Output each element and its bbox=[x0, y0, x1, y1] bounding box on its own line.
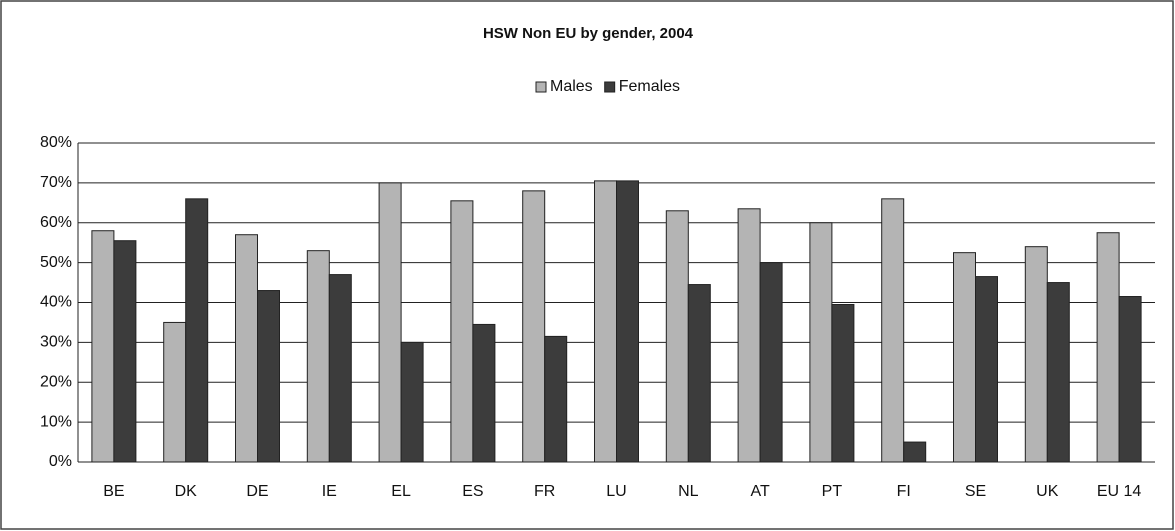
x-tick-label: BE bbox=[103, 483, 124, 500]
y-tick-label: 30% bbox=[40, 334, 72, 351]
bar bbox=[163, 321, 187, 463]
y-tick-label: 20% bbox=[40, 373, 72, 390]
legend-swatch bbox=[535, 81, 547, 93]
x-tick-label: AT bbox=[750, 483, 769, 500]
x-tick-label: LU bbox=[606, 483, 626, 500]
bar bbox=[1046, 282, 1070, 463]
x-tick-label: EU 14 bbox=[1097, 483, 1142, 500]
bar bbox=[257, 290, 280, 463]
bar bbox=[1118, 296, 1142, 463]
bar bbox=[91, 230, 115, 463]
y-tick-label: 50% bbox=[40, 254, 72, 271]
bar bbox=[975, 276, 998, 463]
legend-label: Males bbox=[550, 78, 593, 95]
bar bbox=[737, 208, 761, 463]
bar bbox=[544, 335, 568, 463]
bar bbox=[953, 252, 976, 463]
y-tick-label: 40% bbox=[40, 294, 72, 311]
y-tick-label: 10% bbox=[40, 413, 72, 430]
bar bbox=[1096, 232, 1120, 463]
x-tick-label: FR bbox=[534, 483, 555, 500]
bar bbox=[185, 198, 209, 463]
x-tick-label: NL bbox=[678, 483, 699, 500]
x-tick-label: PT bbox=[822, 483, 843, 500]
bar bbox=[306, 250, 330, 463]
x-tick-label: UK bbox=[1036, 483, 1059, 500]
bar bbox=[522, 190, 546, 463]
legend-label: Females bbox=[619, 78, 680, 95]
y-tick-label: 0% bbox=[49, 453, 72, 470]
x-tick-label: FI bbox=[897, 483, 911, 500]
bar bbox=[687, 284, 711, 463]
y-tick-label: 80% bbox=[40, 134, 72, 151]
bar bbox=[450, 200, 474, 463]
x-tick-label: DE bbox=[246, 483, 268, 500]
bar bbox=[831, 303, 855, 463]
x-tick-label: SE bbox=[965, 483, 986, 500]
chart-title: HSW Non EU by gender, 2004 bbox=[483, 25, 694, 42]
x-tick-label: IE bbox=[322, 483, 337, 500]
bar bbox=[809, 222, 833, 463]
bar bbox=[400, 341, 424, 463]
x-tick-label: DK bbox=[175, 483, 198, 500]
bar bbox=[472, 323, 496, 463]
bar bbox=[881, 198, 905, 463]
x-tick-label: ES bbox=[462, 483, 483, 500]
bar bbox=[903, 441, 927, 463]
bar bbox=[328, 274, 352, 463]
bar bbox=[759, 262, 783, 463]
y-tick-label: 60% bbox=[40, 214, 72, 231]
bar bbox=[665, 210, 689, 463]
bar bbox=[594, 180, 617, 463]
y-tick-label: 70% bbox=[40, 174, 72, 191]
bar bbox=[616, 180, 639, 463]
x-tick-label: EL bbox=[391, 483, 411, 500]
bar bbox=[235, 234, 258, 463]
bar bbox=[378, 182, 402, 463]
bar bbox=[1024, 246, 1048, 463]
bar bbox=[113, 240, 137, 463]
legend-swatch bbox=[604, 81, 616, 93]
